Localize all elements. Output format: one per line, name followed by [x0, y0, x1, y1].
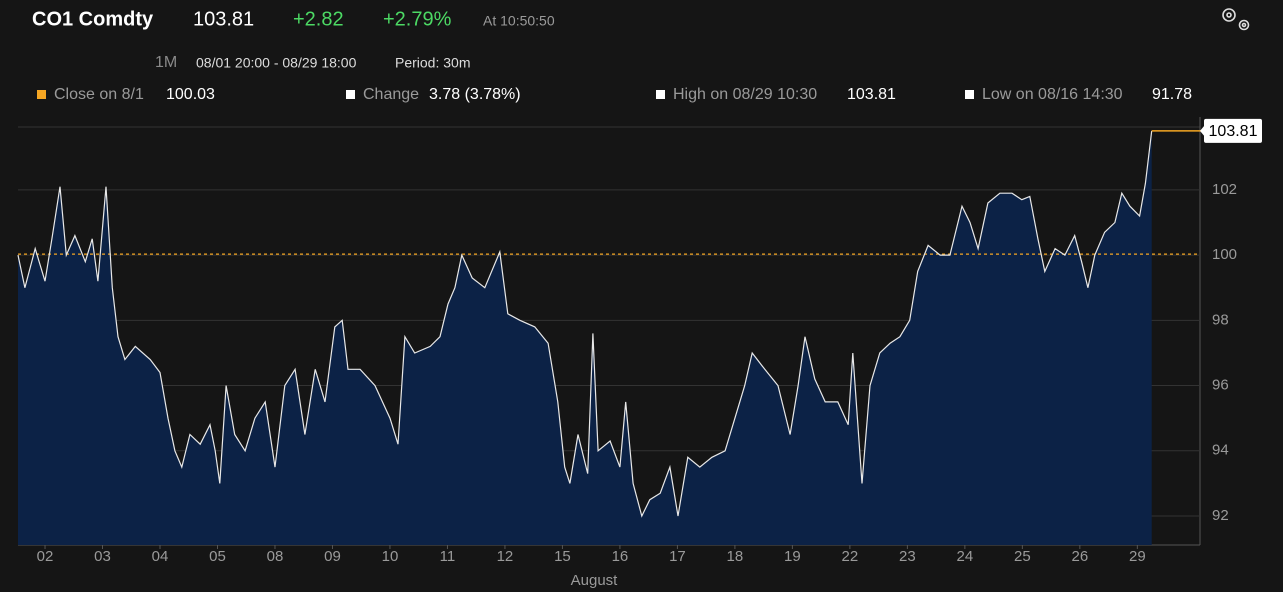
x-tick-label: 22	[842, 548, 859, 565]
y-tick-label: 102	[1212, 181, 1237, 198]
area	[18, 130, 1152, 545]
x-tick-label: 08	[267, 548, 284, 565]
ticker: CO1 Comdty	[32, 8, 154, 30]
y-tick-label: 94	[1212, 442, 1229, 459]
legend-swatch	[346, 90, 355, 99]
range-button[interactable]: 1M	[155, 54, 177, 71]
time: At 10:50:50	[483, 13, 555, 29]
change: +2.82	[293, 8, 344, 30]
x-tick-label: 11	[440, 548, 456, 565]
legend-value: 100.03	[166, 86, 215, 103]
legend-swatch	[37, 90, 46, 99]
y-tick-label: 98	[1212, 311, 1229, 328]
x-tick-label: 10	[382, 548, 399, 565]
legend-label: Close on 8/1	[54, 86, 144, 103]
change-pct: +2.79%	[383, 8, 452, 30]
x-tick-label: 19	[784, 548, 801, 565]
x-tick-label: 12	[497, 548, 514, 565]
price-line	[17, 130, 1153, 518]
settings-icon[interactable]	[1222, 8, 1250, 31]
legend-label: Low on 08/16 14:30	[982, 86, 1123, 103]
x-tick-label: 23	[899, 548, 916, 565]
legend-value: 3.78 (3.78%)	[429, 86, 521, 103]
x-axis-label: August	[571, 572, 619, 589]
y-tick-label: 96	[1212, 377, 1229, 394]
x-tick-label: 16	[612, 548, 629, 565]
x-tick-label: 24	[957, 548, 974, 565]
x-tick-label: 05	[209, 548, 226, 565]
x-tick-label: 09	[324, 548, 341, 565]
last-price-pointer	[1200, 124, 1205, 137]
legend-label: Change	[363, 86, 419, 103]
x-tick-label: 18	[727, 548, 744, 565]
legend-value: 91.78	[1152, 86, 1192, 103]
legend-label: High on 08/29 10:30	[673, 86, 817, 103]
y-tick-label: 100	[1212, 246, 1237, 263]
x-tick-label: 25	[1014, 548, 1031, 565]
last-price-box	[1204, 118, 1262, 143]
x-tick-label: 02	[37, 548, 54, 565]
x-tick-label: 17	[669, 548, 686, 565]
legend-swatch	[965, 90, 974, 99]
x-tick-label: 29	[1129, 548, 1146, 565]
last-price-label: 103.81	[1209, 123, 1258, 140]
range: 08/01 20:00 - 08/29 18:00	[196, 55, 357, 71]
legend-value: 103.81	[847, 86, 896, 103]
y-tick-label: 92	[1212, 507, 1229, 524]
legend-swatch	[656, 90, 665, 99]
x-tick-label: 15	[554, 548, 571, 565]
period: Period: 30m	[395, 55, 470, 71]
x-tick-label: 26	[1072, 548, 1089, 565]
x-tick-label: 03	[94, 548, 111, 565]
price: 103.81	[193, 8, 254, 30]
x-tick-label: 04	[152, 548, 169, 565]
